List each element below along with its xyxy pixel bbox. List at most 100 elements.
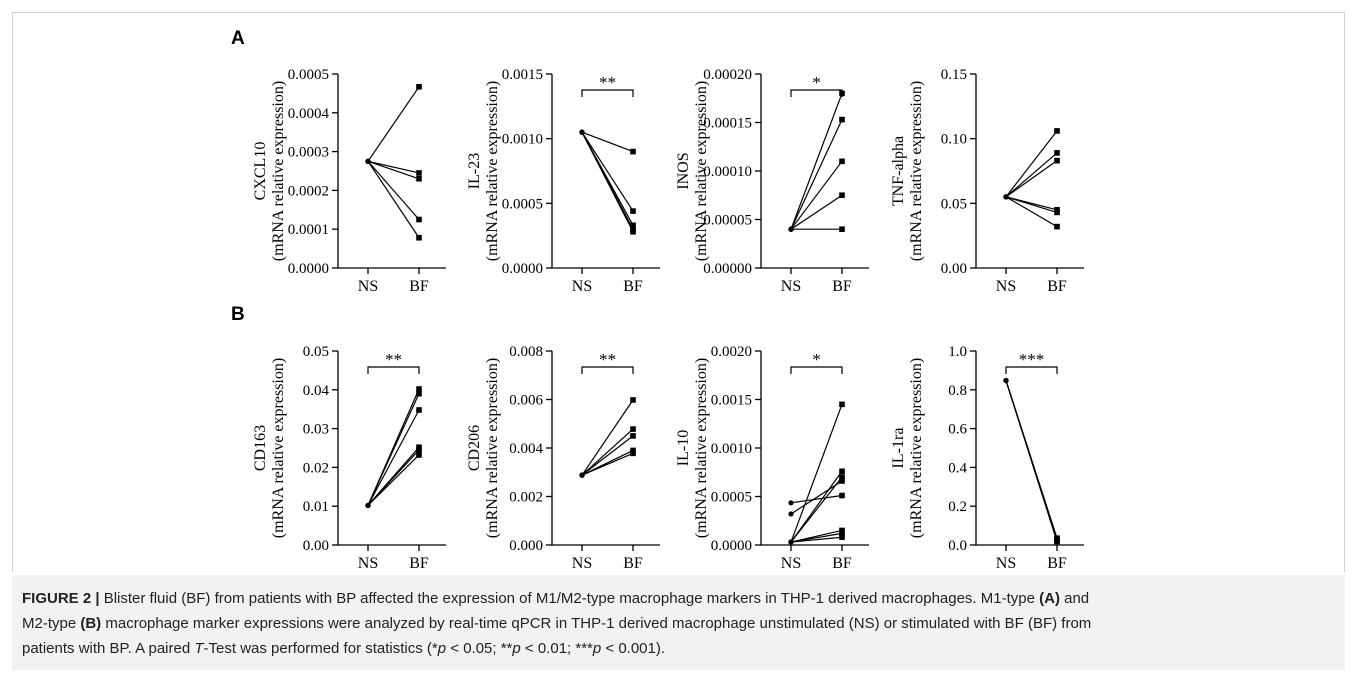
bf-point (839, 474, 845, 480)
caption-italic: p (512, 640, 521, 657)
y-tick-label: 0.0005 (502, 196, 543, 212)
pair-line (581, 131, 634, 212)
y-tick-label: 0.0000 (288, 261, 329, 277)
ns-point (788, 500, 794, 506)
y-tick-label: 0.00015 (703, 116, 752, 132)
pair-line (790, 93, 843, 230)
bf-point (416, 170, 422, 176)
pair-line (581, 131, 634, 233)
y-axis-subtitle: (mRNA relative expression) (270, 358, 287, 538)
significance-stars: ** (599, 73, 616, 92)
bf-point (839, 530, 845, 537)
bf-point (416, 390, 422, 397)
pair-line (790, 494, 843, 504)
y-tick-label: 0.000 (509, 538, 543, 554)
x-tick-label: BF (623, 555, 643, 572)
y-axis-subtitle: (mRNA relative expression) (908, 81, 925, 261)
figure-caption: FIGURE 2 | Blister fluid (BF) from patie… (12, 575, 1345, 670)
pair-line (581, 131, 634, 153)
pair-line (1005, 196, 1058, 213)
y-tick-label: 0.2 (948, 499, 967, 515)
pair-line (367, 409, 420, 506)
bf-point (630, 450, 636, 457)
x-tick-label: NS (358, 555, 378, 572)
y-tick-label: 0.05 (303, 344, 329, 360)
x-tick-label: NS (358, 278, 378, 295)
bf-point (416, 84, 422, 90)
x-tick-label: BF (832, 278, 852, 295)
pair-line (367, 160, 420, 220)
pair-line (581, 399, 634, 476)
caption-line-2: M2-type (B) macrophage marker expression… (22, 611, 1335, 636)
y-tick-label: 0.02 (303, 460, 329, 476)
caption-italic: T (194, 640, 204, 657)
pair-line (367, 160, 420, 180)
chart-inos: 0.00000 0.00005 0.00010 0.00015 0.00020 NS BF I… (675, 67, 869, 295)
caption-text: < 0.01; *** (520, 640, 593, 657)
significance-bracket (581, 89, 634, 97)
y-axis-title: IL-10 (675, 430, 692, 466)
significance-stars: * (812, 350, 821, 369)
pair-line (367, 160, 420, 174)
y-tick-label: 0.00 (303, 538, 329, 554)
ns-point (788, 511, 794, 517)
ns-point (365, 502, 371, 509)
x-tick-label: NS (996, 278, 1016, 295)
pair-line (367, 393, 420, 506)
x-tick-label: BF (1047, 278, 1067, 295)
y-tick-label: 0.00005 (703, 213, 752, 229)
y-axis-title: CXCL10 (252, 142, 269, 201)
pair-line (790, 160, 843, 230)
caption-text: < 0.05; ** (446, 640, 513, 657)
y-tick-label: 0.0003 (288, 145, 329, 161)
y-tick-label: 0.00000 (703, 261, 752, 277)
bf-point (416, 447, 422, 453)
chart-tnf-alpha: 0.00 0.05 0.10 0.15 NS BF TNF-alpha (mRNA relat… (890, 67, 1084, 295)
y-axis-title: CD206 (466, 425, 483, 471)
y-tick-label: 0.0002 (288, 183, 329, 199)
y-axis-subtitle: (mRNA relative expression) (693, 81, 710, 261)
x-tick-label: NS (572, 278, 592, 295)
y-tick-label: 0.004 (509, 441, 543, 457)
x-tick-label: BF (623, 278, 643, 295)
y-tick-label: 0.0005 (711, 490, 752, 506)
y-tick-label: 0.006 (509, 393, 543, 409)
y-axis-title: CD163 (252, 425, 269, 471)
caption-lead: FIGURE 2 | (22, 590, 100, 607)
caption-line-3: patients with BP. A paired T-Test was pe… (22, 636, 1335, 661)
bf-point (416, 407, 422, 413)
y-axis-title: TNF-alpha (890, 136, 907, 206)
bf-point (1054, 223, 1060, 230)
pair-line (581, 428, 634, 476)
ns-point (1003, 194, 1009, 200)
y-tick-label: 0.00 (941, 261, 967, 277)
chart-il-10: 0.0000 0.0005 0.0010 0.0015 0.0020 NS BF IL-10(… (675, 344, 869, 572)
bf-point (839, 492, 845, 499)
bf-point (839, 226, 845, 232)
y-tick-label: 0.0004 (288, 106, 330, 122)
bf-point (839, 192, 845, 199)
y-axis-subtitle: (mRNA relative expression) (908, 358, 925, 538)
bf-point (416, 175, 422, 182)
y-tick-label: 0.05 (941, 196, 967, 212)
caption-text: < 0.001). (601, 640, 666, 657)
caption-italic: p (592, 640, 602, 657)
y-axis-title: INOS (675, 152, 692, 189)
pair-line (1005, 160, 1058, 198)
panel-label-b: B (231, 304, 245, 325)
bf-point (416, 234, 422, 241)
significance-stars: *** (1019, 350, 1045, 369)
y-tick-label: 0.10 (941, 132, 967, 148)
bf-point (630, 148, 636, 155)
y-tick-label: 0.0010 (502, 132, 543, 148)
pair-line (1005, 196, 1058, 228)
pair-line (790, 532, 843, 543)
significance-bracket (581, 366, 634, 374)
bf-point (1054, 157, 1060, 164)
x-tick-label: NS (996, 555, 1016, 572)
ns-point (788, 539, 794, 545)
y-tick-label: 0.00020 (703, 67, 752, 83)
caption-text: patients with BP. A paired (22, 640, 195, 657)
plots-group: 0.0000 0.0001 0.0002 0.0003 0.0004 0.0005 NS BF… (252, 67, 1084, 572)
figure-frame (12, 12, 1345, 572)
